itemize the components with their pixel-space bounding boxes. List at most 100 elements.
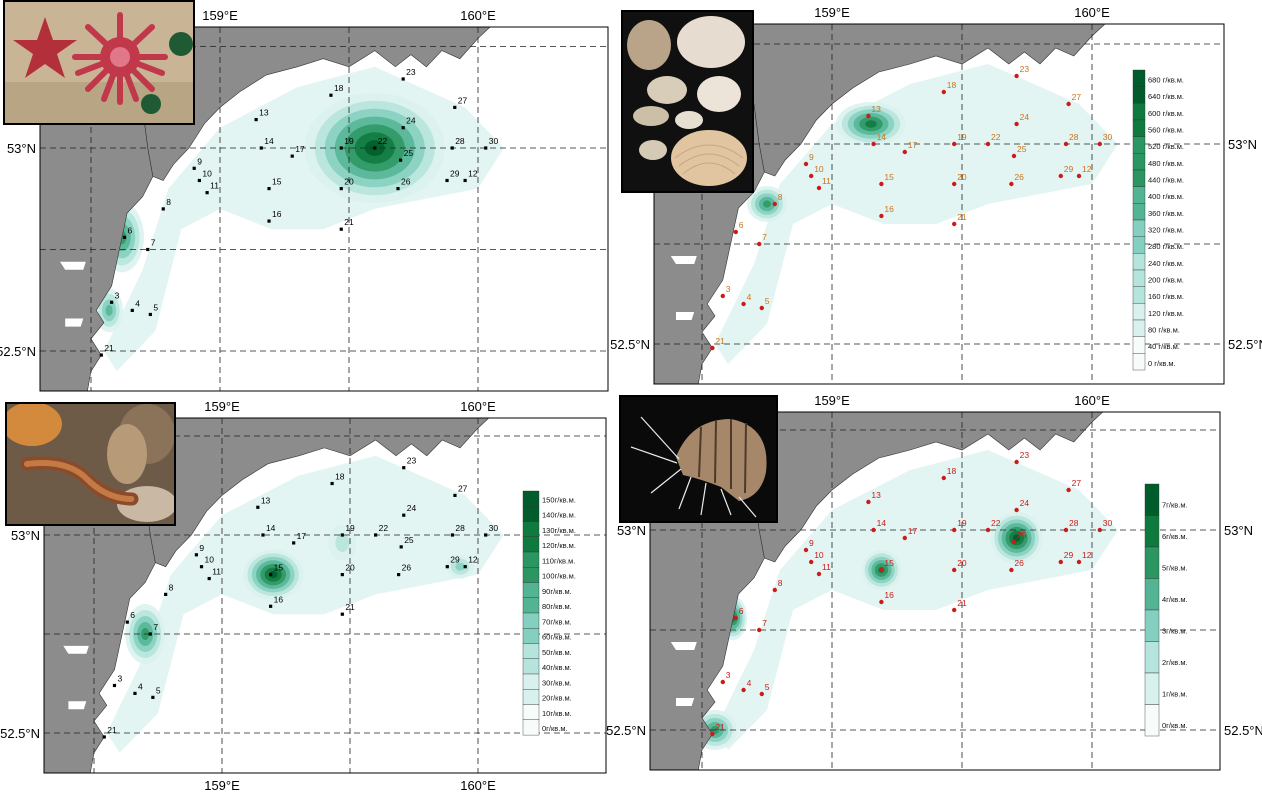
- station-label: 24: [407, 503, 417, 513]
- station-marker: [197, 178, 201, 183]
- longitude-label: 160°E: [1074, 5, 1110, 20]
- station-marker: [199, 565, 204, 569]
- station-marker: [1097, 141, 1103, 147]
- station-label: 21: [957, 212, 967, 222]
- latitude-label-right: 52.5°N: [1224, 723, 1262, 738]
- station-marker: [1063, 527, 1069, 533]
- station-marker: [373, 146, 377, 150]
- station-marker: [194, 553, 198, 557]
- station-label: 21: [957, 598, 967, 608]
- station-marker: [484, 146, 488, 150]
- station-label: 6: [739, 220, 744, 230]
- station-label: 10: [814, 164, 824, 174]
- station-marker: [941, 475, 946, 481]
- station-label: 25: [1017, 144, 1027, 154]
- legend-label: 20г/кв.м.: [542, 694, 572, 703]
- station-marker: [952, 141, 957, 147]
- station-label: 17: [297, 531, 307, 541]
- station-label: 10: [205, 555, 215, 565]
- station-marker: [1014, 507, 1019, 513]
- station-label: 11: [822, 176, 831, 186]
- longitude-label: 159°E: [814, 5, 850, 20]
- station-marker: [1063, 141, 1069, 147]
- station-label: 26: [1014, 172, 1024, 182]
- station-marker: [207, 576, 211, 581]
- station-label: 7: [762, 232, 767, 242]
- station-marker: [339, 227, 343, 231]
- legend-label: 4г/кв.м.: [1162, 595, 1188, 604]
- station-marker: [164, 592, 168, 596]
- legend-swatch: [1144, 609, 1160, 642]
- legend-swatch: [1144, 515, 1160, 548]
- station-label: 29: [1064, 164, 1074, 174]
- station-marker: [710, 731, 715, 737]
- land-north: [124, 418, 490, 568]
- station-label: 29: [450, 168, 460, 178]
- station-label: 18: [335, 472, 345, 482]
- polychaete-photo: [5, 402, 176, 526]
- station-marker: [340, 612, 344, 616]
- longitude-label: 160°E: [460, 399, 496, 414]
- station-label: 12: [1082, 164, 1092, 174]
- station-label: 17: [908, 526, 918, 536]
- legend-label: 360 г/кв.м.: [1148, 209, 1184, 218]
- latitude-label: 52.5°N: [610, 337, 650, 352]
- station-marker: [148, 632, 152, 636]
- station-marker: [102, 735, 106, 739]
- latitude-label: 53°N: [11, 528, 40, 543]
- legend-label: 0г/кв.м.: [542, 724, 568, 733]
- station-label: 25: [404, 148, 414, 158]
- legend-swatch: [1144, 672, 1160, 705]
- station-label: 26: [1014, 558, 1024, 568]
- legend-swatch: [522, 719, 540, 736]
- station-marker: [329, 93, 333, 97]
- worm-icon: [7, 404, 174, 524]
- station-marker: [205, 191, 209, 195]
- longitude-label: 159°E: [202, 8, 238, 23]
- station-marker: [254, 117, 258, 122]
- station-label: 7: [762, 618, 767, 628]
- legend-label: 2г/кв.м.: [1162, 658, 1188, 667]
- legend-label: 6г/кв.м.: [1162, 532, 1188, 541]
- station-marker: [399, 158, 403, 162]
- station-label: 26: [401, 177, 411, 187]
- latitude-label: 52.5°N: [0, 344, 36, 359]
- shells-icon: [623, 12, 752, 191]
- station-marker: [261, 533, 265, 537]
- land-north: [733, 412, 1104, 563]
- station-label: 30: [1103, 518, 1113, 528]
- station-label: 11: [822, 562, 831, 572]
- station-label: 7: [151, 238, 156, 248]
- station-label: 24: [1020, 498, 1030, 508]
- station-marker: [402, 513, 406, 517]
- latitude-label-right: 53°N: [1224, 523, 1253, 538]
- legend-label: 40г/кв.м.: [542, 663, 572, 672]
- station-marker: [985, 527, 991, 533]
- legend-label: 70г/кв.м.: [542, 617, 572, 626]
- station-marker: [330, 481, 334, 486]
- legend-label: 400 г/кв.м.: [1148, 192, 1184, 201]
- station-marker: [1009, 181, 1014, 187]
- station-marker: [1066, 487, 1071, 493]
- station-marker: [450, 146, 454, 150]
- station-marker: [399, 545, 403, 549]
- legend-label: 120 г/кв.м.: [1148, 309, 1184, 318]
- station-marker: [733, 615, 738, 621]
- station-label: 4: [747, 678, 752, 688]
- station-marker: [952, 527, 957, 533]
- station-label: 23: [407, 456, 417, 466]
- station-marker: [952, 607, 957, 613]
- station-label: 27: [458, 95, 468, 105]
- station-marker: [339, 187, 343, 191]
- station-label: 23: [1020, 64, 1030, 74]
- station-label: 14: [877, 518, 887, 528]
- station-label: 6: [739, 606, 744, 616]
- station-label: 10: [202, 168, 212, 178]
- station-label: 18: [334, 83, 344, 93]
- station-marker: [259, 146, 263, 150]
- station-label: 17: [908, 140, 918, 150]
- latitude-label-right: 53°N: [1228, 137, 1257, 152]
- station-marker: [161, 207, 165, 211]
- legend-label: 80 г/кв.м.: [1148, 326, 1180, 335]
